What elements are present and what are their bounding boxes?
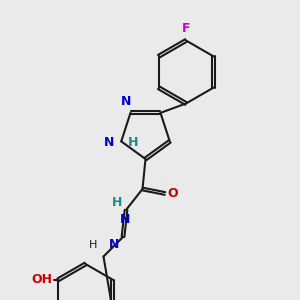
Text: N: N xyxy=(109,238,119,251)
Text: H: H xyxy=(115,136,138,149)
Text: N: N xyxy=(120,213,130,226)
Text: H: H xyxy=(112,196,122,208)
Text: OH: OH xyxy=(32,273,53,286)
Text: N: N xyxy=(121,95,131,108)
Text: O: O xyxy=(167,187,178,200)
Text: N: N xyxy=(104,136,115,149)
Text: F: F xyxy=(182,22,190,35)
Text: H: H xyxy=(88,240,97,250)
